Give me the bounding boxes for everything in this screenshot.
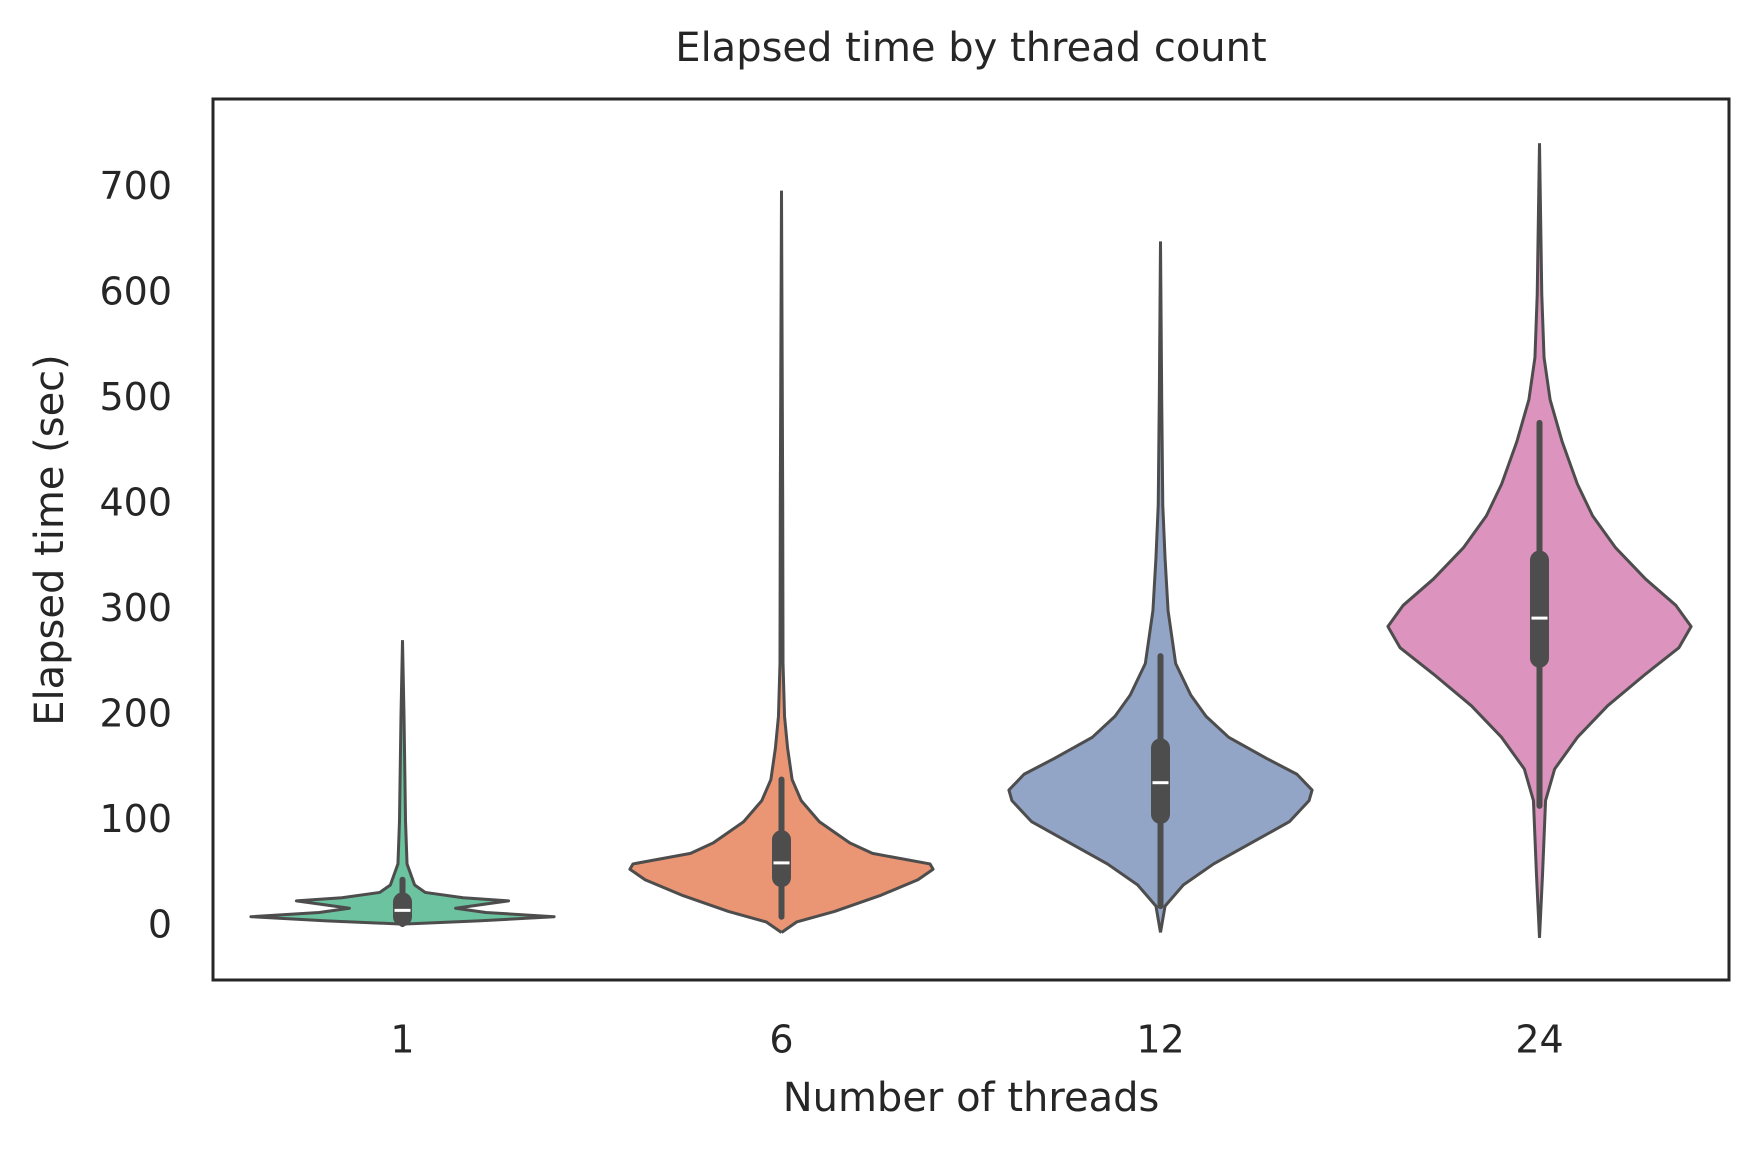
y-tick-label: 700 [99,164,172,208]
violin-body [1007,241,1162,933]
violin-body [1386,143,1541,938]
x-tick-label: 12 [1136,1018,1184,1062]
y-tick-label: 500 [99,375,172,419]
x-tick-label: 1 [390,1018,414,1062]
y-tick-label: 300 [99,586,172,630]
y-tick-label: 400 [99,481,172,525]
x-axis-label: Number of threads [783,1075,1160,1121]
y-tick-label: 200 [99,692,172,736]
y-tick-label: 0 [148,903,172,947]
chart-title: Elapsed time by thread count [675,25,1266,71]
violin-body [401,640,556,926]
violin-body [1159,241,1314,933]
y-axis-label: Elapsed time (sec) [27,354,73,726]
violin-body [780,190,935,934]
y-tick-label: 100 [99,797,172,841]
x-tick-label: 6 [769,1018,793,1062]
violin-body [1538,143,1693,938]
violin-body [249,640,404,926]
plot-frame [211,97,1731,982]
x-tick-label: 24 [1515,1018,1563,1062]
violin-body [628,190,783,934]
y-tick-label: 600 [99,270,172,314]
